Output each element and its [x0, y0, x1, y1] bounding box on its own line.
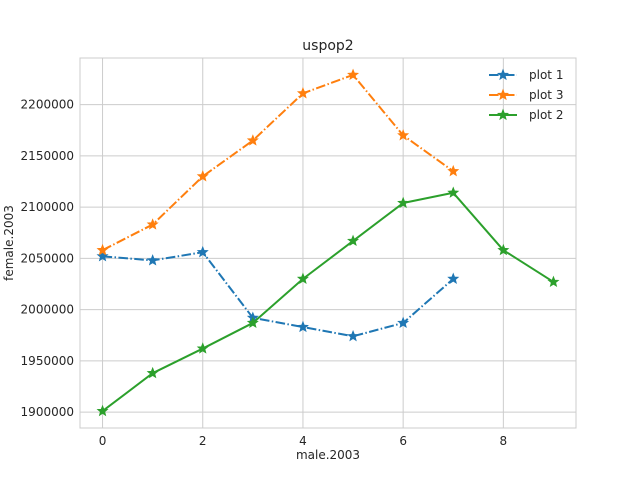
legend-marker-icon [496, 88, 510, 101]
series-3 [96, 186, 560, 417]
x-tick-label: 0 [99, 434, 107, 448]
data-point [146, 366, 159, 379]
data-point [296, 272, 309, 284]
legend-label: plot 1 [529, 68, 563, 82]
data-point [96, 243, 109, 256]
plot-background [79, 57, 577, 429]
tick-labels: 0 2 4 6 8 1900000 1950000 2000000 2050000 2100000… [21, 98, 508, 448]
data-point [96, 250, 109, 262]
legend-item: plot 1 [489, 68, 563, 82]
y-tick-label: 2150000 [21, 149, 74, 163]
data-point [347, 68, 360, 81]
data-point [497, 243, 510, 256]
series-1 [96, 245, 460, 342]
x-tick-label: 6 [399, 434, 407, 448]
legend-item: plot 2 [489, 108, 563, 122]
data-point [296, 87, 309, 99]
data-point [96, 404, 109, 417]
data-point [397, 316, 410, 329]
data-point [196, 170, 209, 182]
series-line [102, 251, 454, 338]
data-point [447, 186, 460, 198]
chart-title: uspop2 [302, 38, 353, 54]
y-tick-label: 2100000 [21, 200, 74, 214]
series-2 [96, 68, 460, 256]
data-point [347, 329, 360, 342]
data-point [447, 164, 460, 177]
x-tick-label: 8 [500, 434, 508, 448]
data-point [146, 218, 159, 230]
legend-label: plot 3 [529, 88, 563, 102]
y-tick-label: 2050000 [21, 251, 74, 265]
legend-marker-icon [496, 68, 510, 81]
data-point [547, 275, 560, 288]
data-point [347, 234, 360, 247]
data-point [196, 342, 209, 354]
data-point [196, 245, 209, 258]
y-tick-label: 2200000 [21, 98, 74, 112]
series-line [101, 191, 554, 412]
data-point [397, 196, 410, 209]
x-axis-label: male.2003 [296, 448, 360, 462]
series-line [102, 73, 454, 252]
data-point [146, 254, 159, 266]
legend-item: plot 3 [489, 88, 563, 102]
legend-label: plot 2 [529, 108, 563, 122]
y-axis-label: female.2003 [2, 205, 16, 281]
data-point [246, 134, 259, 146]
legend: plot 1 plot 3 plot 2 [489, 68, 563, 122]
data-point [447, 272, 460, 284]
legend-marker-icon [496, 108, 510, 121]
series-group [96, 68, 560, 417]
y-tick-label: 1950000 [21, 354, 74, 368]
y-tick-label: 1900000 [21, 405, 74, 419]
data-point [397, 129, 410, 141]
data-point [246, 316, 259, 329]
data-point [296, 320, 309, 333]
x-tick-label: 2 [199, 434, 207, 448]
y-tick-label: 2000000 [21, 303, 74, 317]
x-tick-label: 4 [299, 434, 307, 448]
